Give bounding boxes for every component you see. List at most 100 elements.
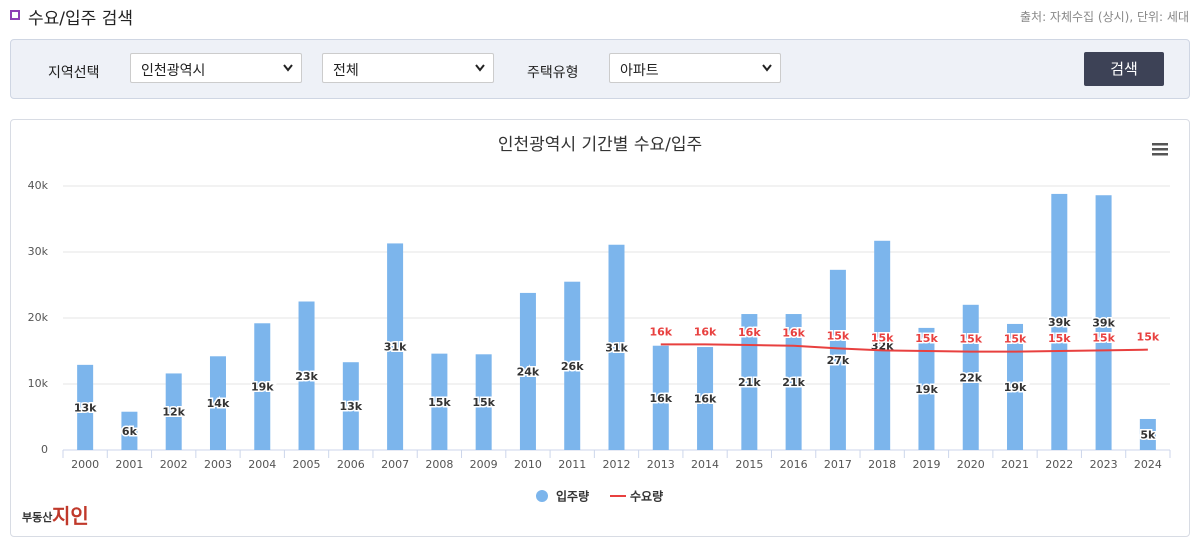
data-label: 15k	[959, 333, 982, 346]
data-label: 22k	[959, 371, 982, 384]
data-label: 15k	[1004, 333, 1027, 346]
type-select[interactable]: 아파트	[609, 53, 781, 83]
data-label: 16k	[694, 325, 717, 338]
data-label: 19k	[1004, 381, 1027, 394]
data-label: 12k	[162, 406, 185, 419]
menu-button[interactable]	[1152, 143, 1168, 156]
x-tick-label: 2017	[824, 458, 852, 471]
data-label: 31k	[605, 341, 628, 354]
bar	[741, 314, 758, 450]
data-label: 16k	[738, 326, 761, 339]
bar	[431, 353, 448, 450]
data-label: 16k	[649, 392, 672, 405]
data-label: 5k	[1140, 428, 1156, 441]
bar	[165, 373, 182, 450]
data-label: 23k	[295, 370, 318, 383]
data-label: 21k	[738, 376, 761, 389]
bar	[254, 323, 271, 450]
x-tick-label: 2014	[691, 458, 719, 471]
type-label: 주택유형	[527, 65, 579, 81]
legend-symbol	[536, 490, 548, 502]
y-tick-label: 0	[41, 443, 48, 456]
chart-title: 인천광역시 기간별 수요/입주	[498, 135, 702, 155]
y-tick-label: 30k	[28, 245, 49, 258]
logo-small: 부동산	[22, 511, 53, 524]
x-tick-label: 2024	[1134, 458, 1162, 471]
y-tick-label: 10k	[28, 377, 49, 390]
bar	[519, 292, 536, 450]
data-label: 21k	[782, 376, 805, 389]
bar	[387, 243, 404, 450]
line	[660, 343, 1148, 353]
bar	[829, 269, 846, 450]
y-tick-label: 40k	[28, 179, 49, 192]
data-label: 24k	[517, 365, 540, 378]
x-tick-label: 2022	[1045, 458, 1073, 471]
bar	[475, 354, 492, 450]
legend-label: 입주량	[556, 490, 589, 504]
select-value: 인천광역시	[141, 63, 206, 79]
x-tick-label: 2012	[603, 458, 631, 471]
x-tick-label: 2011	[558, 458, 586, 471]
bar	[652, 345, 669, 450]
x-tick-label: 2021	[1001, 458, 1029, 471]
data-label: 31k	[384, 341, 407, 354]
select-value: 전체	[333, 63, 359, 79]
x-tick-label: 2002	[160, 458, 188, 471]
x-tick-label: 2000	[71, 458, 99, 471]
bar	[1051, 193, 1068, 451]
x-tick-label: 2001	[115, 458, 143, 471]
data-label: 27k	[827, 354, 850, 367]
x-tick-label: 2009	[470, 458, 498, 471]
district-select[interactable]: 전체	[322, 53, 494, 83]
logo-big: 지인	[52, 504, 89, 528]
bar	[697, 347, 714, 450]
x-tick-label: 2004	[248, 458, 276, 471]
data-label: 16k	[694, 393, 717, 406]
region-select[interactable]: 인천광역시	[130, 53, 302, 83]
bar	[1095, 195, 1112, 450]
data-label: 13k	[340, 400, 363, 413]
x-tick-label: 2015	[735, 458, 763, 471]
x-tick-label: 2010	[514, 458, 542, 471]
bar	[77, 364, 94, 450]
data-label: 14k	[207, 397, 230, 410]
bar	[918, 327, 935, 450]
bar	[298, 301, 315, 450]
bar	[874, 240, 891, 450]
x-tick-label: 2019	[912, 458, 940, 471]
bar	[785, 314, 802, 450]
legend-item[interactable]: 수요량	[610, 490, 663, 504]
x-tick-label: 2008	[425, 458, 453, 471]
chevron	[762, 64, 772, 72]
x-tick-label: 2013	[647, 458, 675, 471]
x-tick-label: 2020	[957, 458, 985, 471]
data-label: 6k	[122, 425, 138, 438]
x-tick-label: 2007	[381, 458, 409, 471]
bar	[608, 244, 625, 450]
page-title: 수요/입주 검색	[28, 9, 133, 29]
bar	[1139, 418, 1156, 450]
bar	[342, 362, 359, 450]
data-label: 15k	[827, 329, 850, 342]
chart-box	[10, 119, 1190, 537]
bar	[121, 411, 138, 450]
legend-label: 수요량	[630, 490, 663, 504]
x-tick-label: 2006	[337, 458, 365, 471]
data-label: 15k	[915, 332, 938, 345]
bar	[1007, 323, 1024, 450]
x-tick-label: 2018	[868, 458, 896, 471]
data-label: 15k	[428, 396, 451, 409]
data-label: 15k	[871, 331, 894, 344]
legend-item[interactable]: 입주량	[536, 490, 589, 504]
search-button[interactable]: 검색	[1084, 52, 1164, 86]
data-label: 39k	[1092, 317, 1115, 330]
data-label: 15k	[1048, 332, 1071, 345]
x-tick-label: 2005	[293, 458, 321, 471]
chevron	[283, 64, 293, 72]
region-label: 지역선택	[48, 65, 100, 81]
data-label: 15k	[1092, 331, 1115, 344]
data-label: 16k	[782, 327, 805, 340]
